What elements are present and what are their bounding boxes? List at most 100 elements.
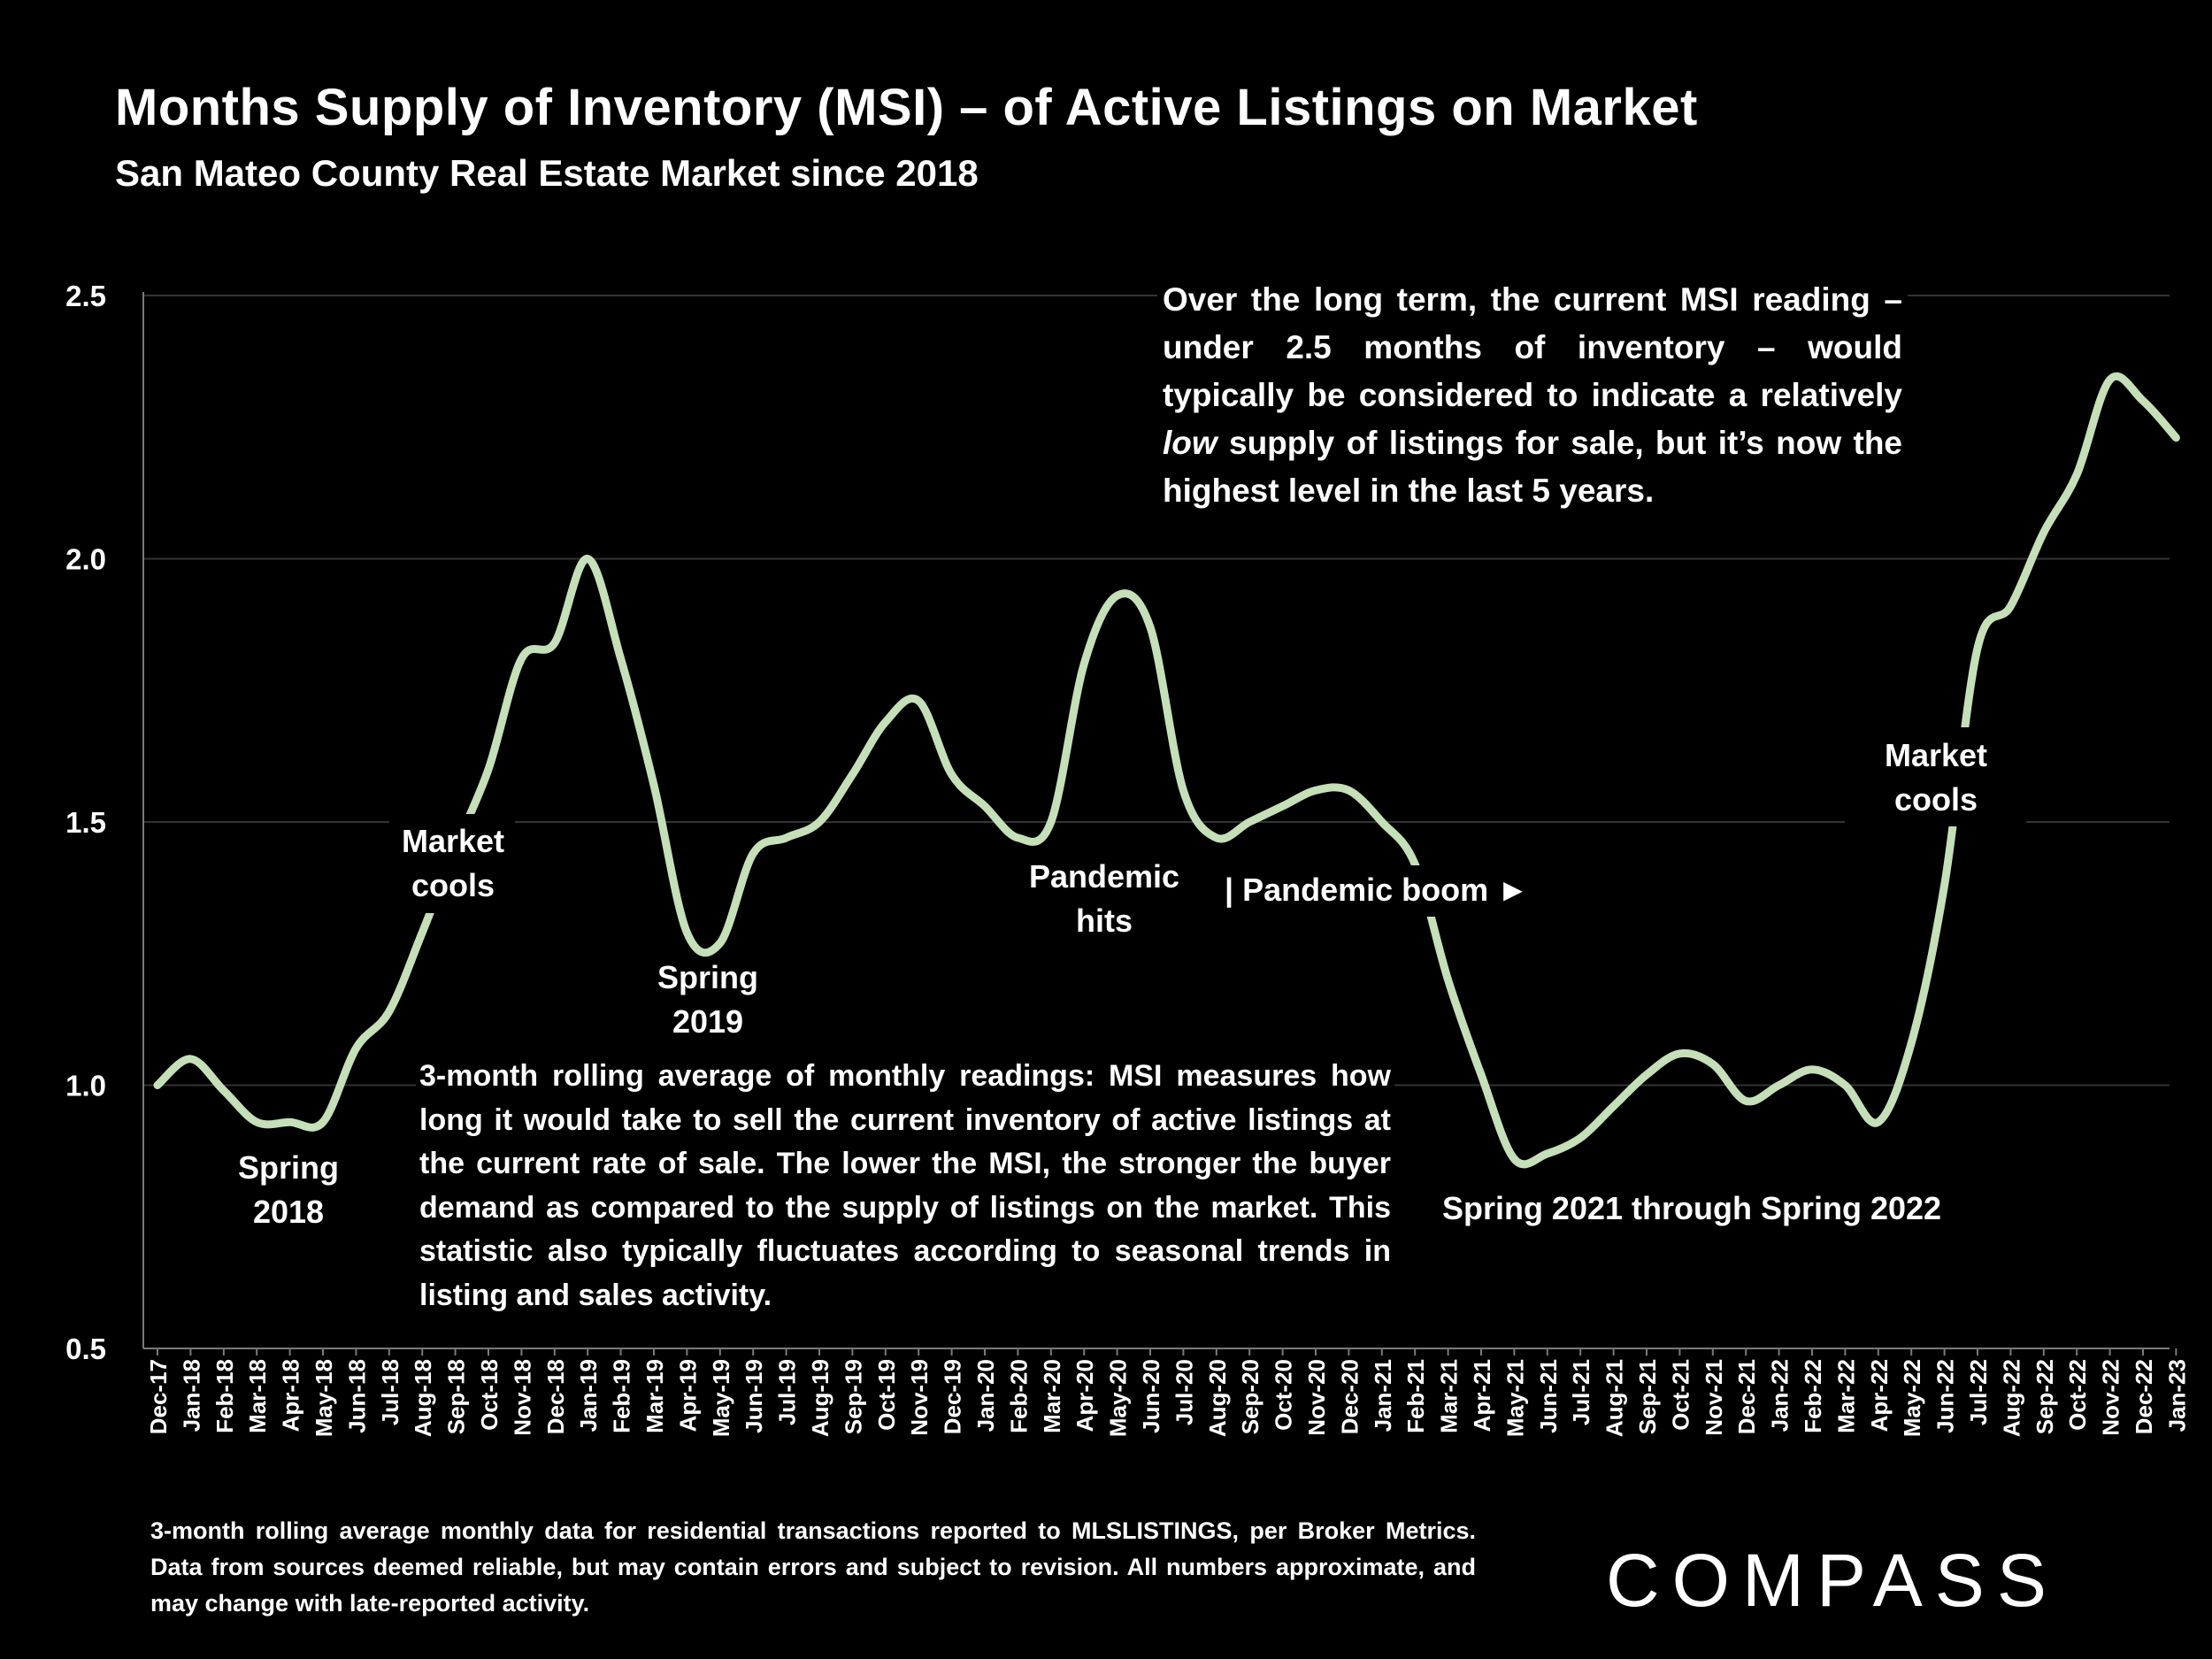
data-point-may-18 xyxy=(319,1118,326,1125)
data-point-dec-19 xyxy=(949,771,956,778)
annotation-bg xyxy=(1845,727,2026,826)
annotation-pandemic-hits-line1: Pandemic xyxy=(1029,858,1179,895)
data-point-nov-21 xyxy=(1709,1061,1717,1068)
data-point-aug-20 xyxy=(1213,834,1220,841)
data-point-apr-20 xyxy=(1080,661,1087,668)
x-tick-label: Jul-22 xyxy=(1965,1359,1992,1425)
y-tick-label: 0.5 xyxy=(65,1333,106,1365)
x-tick-label: Oct-19 xyxy=(873,1359,900,1431)
msi-series-line xyxy=(153,372,2180,1169)
annotation-spring-2019-line1: Spring xyxy=(657,959,758,995)
x-tick-label: May-20 xyxy=(1105,1359,1132,1437)
data-point-nov-18 xyxy=(518,656,525,663)
data-point-apr-21 xyxy=(1478,1071,1485,1079)
x-tick-label: Sep-19 xyxy=(840,1359,866,1434)
data-point-sep-19 xyxy=(849,771,856,778)
x-tick-label: Dec-22 xyxy=(2131,1359,2157,1434)
annotation-market-cools-1-line2: cools xyxy=(411,867,495,903)
x-tick-label: Nov-19 xyxy=(906,1359,933,1436)
x-tick-label: May-19 xyxy=(708,1359,734,1437)
data-point-feb-20 xyxy=(1014,834,1021,841)
x-tick-label: Aug-18 xyxy=(410,1359,436,1437)
data-point-oct-22 xyxy=(2073,471,2080,478)
series-line-layer xyxy=(153,372,2180,1169)
x-tick-label: May-18 xyxy=(311,1359,337,1437)
data-point-jul-19 xyxy=(783,834,790,841)
x-tick-label: Jul-19 xyxy=(774,1359,801,1425)
data-point-mar-21 xyxy=(1445,977,1452,984)
data-point-may-22 xyxy=(1908,1040,1915,1047)
data-point-jun-21 xyxy=(1544,1150,1551,1157)
x-tick-label: Jun-22 xyxy=(1932,1359,1959,1433)
data-point-sep-21 xyxy=(1643,1071,1650,1079)
data-point-dec-21 xyxy=(1742,1097,1749,1104)
data-point-nov-19 xyxy=(915,697,922,704)
x-tick-label: Apr-21 xyxy=(1469,1359,1495,1432)
x-tick-label: Mar-22 xyxy=(1832,1359,1859,1433)
x-tick-labels: Dec-17 Jan-18 Feb-18 Mar-18 Apr-18 May-18 Jun-… xyxy=(145,1348,2190,1437)
data-point-apr-22 xyxy=(1875,1118,1882,1125)
x-tick-label: Nov-22 xyxy=(2098,1359,2124,1436)
data-point-aug-19 xyxy=(816,818,823,826)
data-point-jan-23 xyxy=(2172,434,2179,442)
y-tick-label: 2.0 xyxy=(65,543,106,576)
x-tick-label: Oct-22 xyxy=(2064,1359,2091,1431)
x-tick-label: Jan-21 xyxy=(1370,1359,1396,1432)
data-point-apr-18 xyxy=(287,1118,294,1125)
x-tick-label: Sep-20 xyxy=(1237,1359,1263,1434)
x-tick-label: Jul-18 xyxy=(377,1359,403,1425)
note-msi-definition: 3-month rolling average of monthly readi… xyxy=(416,1055,1394,1317)
annotation-spring-2021-2022: Spring 2021 through Spring 2022 xyxy=(1442,1190,1941,1226)
data-point-oct-18 xyxy=(485,766,492,773)
data-point-oct-21 xyxy=(1676,1050,1683,1057)
x-tick-label: Jul-21 xyxy=(1568,1359,1594,1425)
x-tick-label: Aug-19 xyxy=(807,1359,833,1437)
data-point-sep-22 xyxy=(2040,529,2047,536)
data-point-mar-22 xyxy=(1841,1082,1848,1089)
data-point-jun-22 xyxy=(1941,881,1948,888)
data-point-jul-20 xyxy=(1179,787,1187,794)
data-point-dec-18 xyxy=(551,640,558,647)
annotation-bg xyxy=(389,814,515,913)
x-tick-label: Jul-20 xyxy=(1171,1359,1197,1425)
x-tick-label: Mar-20 xyxy=(1039,1359,1065,1433)
x-tick-label: Feb-20 xyxy=(1005,1359,1032,1433)
x-tick-label: Feb-19 xyxy=(609,1359,635,1433)
x-tick-label: Jan-22 xyxy=(1767,1359,1793,1432)
data-point-mar-19 xyxy=(650,781,657,788)
x-tick-label: Aug-20 xyxy=(1204,1359,1231,1437)
chart-subtitle: San Mateo County Real Estate Market sinc… xyxy=(115,152,979,194)
y-tick-label: 2.5 xyxy=(65,280,106,312)
annotation-pandemic-hits-line2: hits xyxy=(1076,902,1133,939)
data-point-mar-18 xyxy=(253,1118,260,1125)
x-tick-label: Mar-21 xyxy=(1436,1359,1463,1433)
data-point-jan-18 xyxy=(187,1056,194,1063)
note-long-term-rest: supply of listings for sale, but it’s no… xyxy=(1163,425,1902,509)
chart-title: Months Supply of Inventory (MSI) – of Ac… xyxy=(115,79,1698,136)
x-tick-label: Dec-21 xyxy=(1733,1359,1760,1434)
x-tick-label: Oct-18 xyxy=(476,1359,503,1431)
footer-source-note: 3-month rolling average monthly data for… xyxy=(150,1517,1476,1617)
data-point-sep-20 xyxy=(1246,818,1253,826)
data-point-jul-21 xyxy=(1577,1134,1584,1141)
data-point-aug-22 xyxy=(2007,603,2014,610)
note-long-term-emphasis: low xyxy=(1163,425,1217,461)
annotations: Spring 2018 Market cools Spring 2019 Pan… xyxy=(238,727,2026,1230)
x-tick-label: Jan-23 xyxy=(2163,1359,2190,1432)
x-tick-label: Jun-19 xyxy=(741,1359,767,1433)
data-point-jun-20 xyxy=(1147,624,1154,631)
annotation-spring-2018-line1: Spring xyxy=(238,1149,339,1186)
data-point-jun-19 xyxy=(749,850,757,857)
y-tick-labels: 0.5 1.0 1.5 2.0 2.5 xyxy=(65,280,106,1365)
compass-logo: COMPASS xyxy=(1606,1539,2059,1622)
x-tick-label: Jan-19 xyxy=(575,1359,602,1432)
data-point-jun-18 xyxy=(352,1045,359,1052)
data-point-jan-20 xyxy=(981,803,988,810)
x-tick-label: Jan-20 xyxy=(972,1359,999,1432)
data-point-jan-22 xyxy=(1776,1082,1783,1089)
data-point-mar-20 xyxy=(1048,818,1055,826)
annotation-market-cools-1-line1: Market xyxy=(402,823,504,859)
annotation-market-cools-2-line2: cools xyxy=(1894,781,1978,818)
x-tick-label: Dec-17 xyxy=(145,1359,172,1434)
